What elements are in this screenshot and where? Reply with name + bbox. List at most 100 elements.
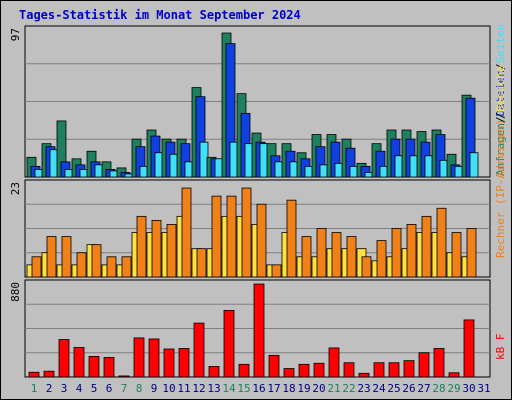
bar-bot-kb-f-day-2 [43, 370, 55, 378]
bar-bot-kb-f-day-11 [178, 348, 190, 378]
bar-bot-kb-f-day-25 [388, 362, 400, 378]
day-label-23: 23 [357, 382, 370, 395]
bar-bot-kb-f-day-21 [328, 347, 340, 378]
bar-mid-rechner-ip-adressen--day-24 [376, 240, 387, 278]
bar-bot-kb-f-day-28 [433, 348, 445, 378]
bar-mid-rechner-ip-adressen--day-2 [46, 236, 57, 278]
day-label-2: 2 [46, 382, 53, 395]
bar-bot-kb-f-day-20 [313, 362, 325, 378]
bar-mid-rechner-ip-adressen--day-7 [121, 256, 132, 278]
day-label-11: 11 [177, 382, 190, 395]
bar-bot-kb-f-day-3 [58, 339, 70, 378]
bar-bot-kb-f-day-4 [73, 347, 85, 378]
day-label-26: 26 [402, 382, 415, 395]
day-label-5: 5 [91, 382, 98, 395]
bar-mid-rechner-ip-adressen--day-10 [166, 224, 177, 278]
bar-bot-kb-f-day-13 [208, 366, 220, 378]
side-label-part: Anfragen [494, 123, 507, 176]
panel-bot-max-label: 880 [9, 282, 22, 302]
chart-title: Tages-Statistik im Monat September 2024 [19, 8, 301, 22]
bar-mid-rechner-ip-adressen--day-27 [421, 215, 432, 278]
day-label-22: 22 [342, 382, 355, 395]
bar-mid-rechner-ip-adressen--day-16 [256, 203, 267, 278]
bar-bot-kb-f-day-6 [103, 357, 115, 378]
bar-mid-rechner-ip-adressen--day-28 [436, 207, 447, 278]
day-label-14: 14 [222, 382, 236, 395]
day-label-17: 17 [267, 382, 280, 395]
day-label-21: 21 [327, 382, 340, 395]
bar-mid-rechner-ip-adressen--day-26 [406, 224, 417, 278]
bar-mid-rechner-ip-adressen--day-14 [226, 195, 237, 278]
bar-bot-kb-f-day-26 [403, 360, 415, 378]
bar-mid-rechner-ip-adressen--day-6 [106, 256, 117, 278]
day-label-9: 9 [151, 382, 158, 395]
bar-bot-kb-f-day-9 [148, 338, 160, 378]
bar-bot-kb-f-day-27 [418, 352, 430, 378]
day-label-19: 19 [297, 382, 310, 395]
bar-bot-kb-f-day-23 [358, 372, 370, 378]
bar-mid-rechner-ip-adressen--day-21 [331, 232, 342, 278]
bar-mid-rechner-ip-adressen--day-15 [241, 187, 252, 278]
day-label-27: 27 [417, 382, 430, 395]
bar-mid-rechner-ip-adressen--day-8 [136, 215, 147, 278]
side-label-part: / [494, 116, 507, 123]
bar-mid-rechner-ip-adressen--day-5 [91, 244, 102, 278]
bar-mid-rechner-ip-adressen--day-25 [391, 228, 402, 278]
day-label-15: 15 [237, 382, 250, 395]
day-label-28: 28 [432, 382, 445, 395]
bar-bot-kb-f-day-18 [283, 368, 295, 378]
panel-top: 97 [9, 25, 491, 178]
bar-bot-kb-f-day-16 [253, 283, 265, 378]
day-label-30: 30 [462, 382, 475, 395]
day-label-13: 13 [207, 382, 220, 395]
bar-mid-rechner-ip-adressen--day-3 [61, 236, 72, 278]
bar-mid-rechner-ip-adressen--day-20 [316, 228, 327, 278]
day-label-7: 7 [121, 382, 128, 395]
bar-bot-kb-f-day-17 [268, 354, 280, 378]
bar-mid-rechner-ip-adressen--day-22 [346, 236, 357, 278]
bar-mid-rechner-ip-adressen--day-18 [286, 199, 297, 278]
bar-mid-rechner-ip-adressen--day-12 [196, 248, 207, 278]
day-label-31: 31 [477, 382, 490, 395]
panel-mid: 23 [9, 179, 491, 278]
bar-bot-kb-f-day-10 [163, 348, 175, 378]
side-label-part: Besuche [494, 66, 507, 112]
side-label-part: Dateien [494, 70, 507, 116]
bar-mid-rechner-ip-adressen--day-13 [211, 195, 222, 278]
day-label-18: 18 [282, 382, 295, 395]
bar-bot-kb-f-day-8 [133, 337, 145, 378]
panel-mid-max-label: 23 [9, 182, 22, 195]
bar-mid-rechner-ip-adressen--day-11 [181, 187, 192, 278]
side-label-bot: kB F [494, 334, 507, 361]
day-label-3: 3 [61, 382, 68, 395]
side-label-top: Anfragen/Dateien/Seiten [494, 24, 507, 176]
side-label-part: Rechner (IP-Adressen) [494, 119, 507, 258]
panel-bot: 880 [9, 279, 491, 378]
bar-mid-rechner-ip-adressen--day-30 [466, 228, 477, 278]
bar-bot-kb-f-day-22 [343, 362, 355, 378]
bar-mid-rechner-ip-adressen--day-29 [451, 232, 462, 278]
bar-bot-kb-f-day-19 [298, 363, 310, 378]
bar-mid-rechner-ip-adressen--day-23 [361, 256, 372, 278]
bar-bot-kb-f-day-29 [448, 372, 460, 378]
bar-mid-rechner-ip-adressen--day-4 [76, 252, 87, 278]
day-label-4: 4 [76, 382, 83, 395]
bar-bot-kb-f-day-14 [223, 310, 235, 378]
bar-top-seiten-day-30 [469, 152, 479, 178]
bar-bot-kb-f-day-30 [463, 319, 475, 378]
bar-bot-kb-f-day-15 [238, 363, 250, 378]
bar-bot-kb-f-day-1 [28, 371, 40, 378]
side-label-part: Seiten [494, 24, 507, 64]
bar-bot-kb-f-day-7 [118, 375, 130, 378]
day-label-24: 24 [372, 382, 386, 395]
day-label-29: 29 [447, 382, 460, 395]
bar-bot-kb-f-day-24 [373, 362, 385, 378]
side-label-part: kB F [494, 334, 507, 361]
side-label-part: / [494, 63, 507, 70]
day-label-25: 25 [387, 382, 400, 395]
day-label-20: 20 [312, 382, 325, 395]
day-label-6: 6 [106, 382, 113, 395]
bar-mid-rechner-ip-adressen--day-19 [301, 236, 312, 278]
